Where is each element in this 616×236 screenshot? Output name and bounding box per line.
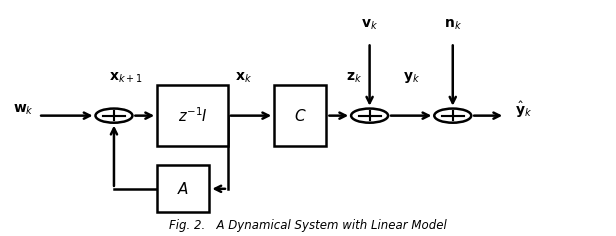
- Text: $\mathbf{y}_k$: $\mathbf{y}_k$: [403, 70, 420, 85]
- Bar: [157, 85, 228, 146]
- Text: $\mathbf{n}_k$: $\mathbf{n}_k$: [444, 17, 462, 32]
- Bar: [157, 165, 209, 212]
- Bar: [274, 85, 326, 146]
- Text: $C$: $C$: [294, 108, 307, 124]
- Text: $\hat{\mathbf{y}}_k$: $\hat{\mathbf{y}}_k$: [515, 100, 532, 120]
- Text: $z^{-1}I$: $z^{-1}I$: [177, 106, 208, 125]
- Text: Fig. 2.   A Dynamical System with Linear Model: Fig. 2. A Dynamical System with Linear M…: [169, 219, 447, 232]
- Circle shape: [351, 109, 388, 123]
- Circle shape: [434, 109, 471, 123]
- Text: $\mathbf{w}_k$: $\mathbf{w}_k$: [13, 102, 34, 117]
- Text: $A$: $A$: [177, 181, 189, 197]
- Text: $\mathbf{x}_{k+1}$: $\mathbf{x}_{k+1}$: [109, 71, 144, 85]
- Text: $\mathbf{x}_k$: $\mathbf{x}_k$: [235, 71, 252, 85]
- Circle shape: [95, 109, 132, 123]
- Text: $\mathbf{v}_k$: $\mathbf{v}_k$: [361, 17, 378, 32]
- Text: $\mathbf{z}_k$: $\mathbf{z}_k$: [346, 71, 362, 85]
